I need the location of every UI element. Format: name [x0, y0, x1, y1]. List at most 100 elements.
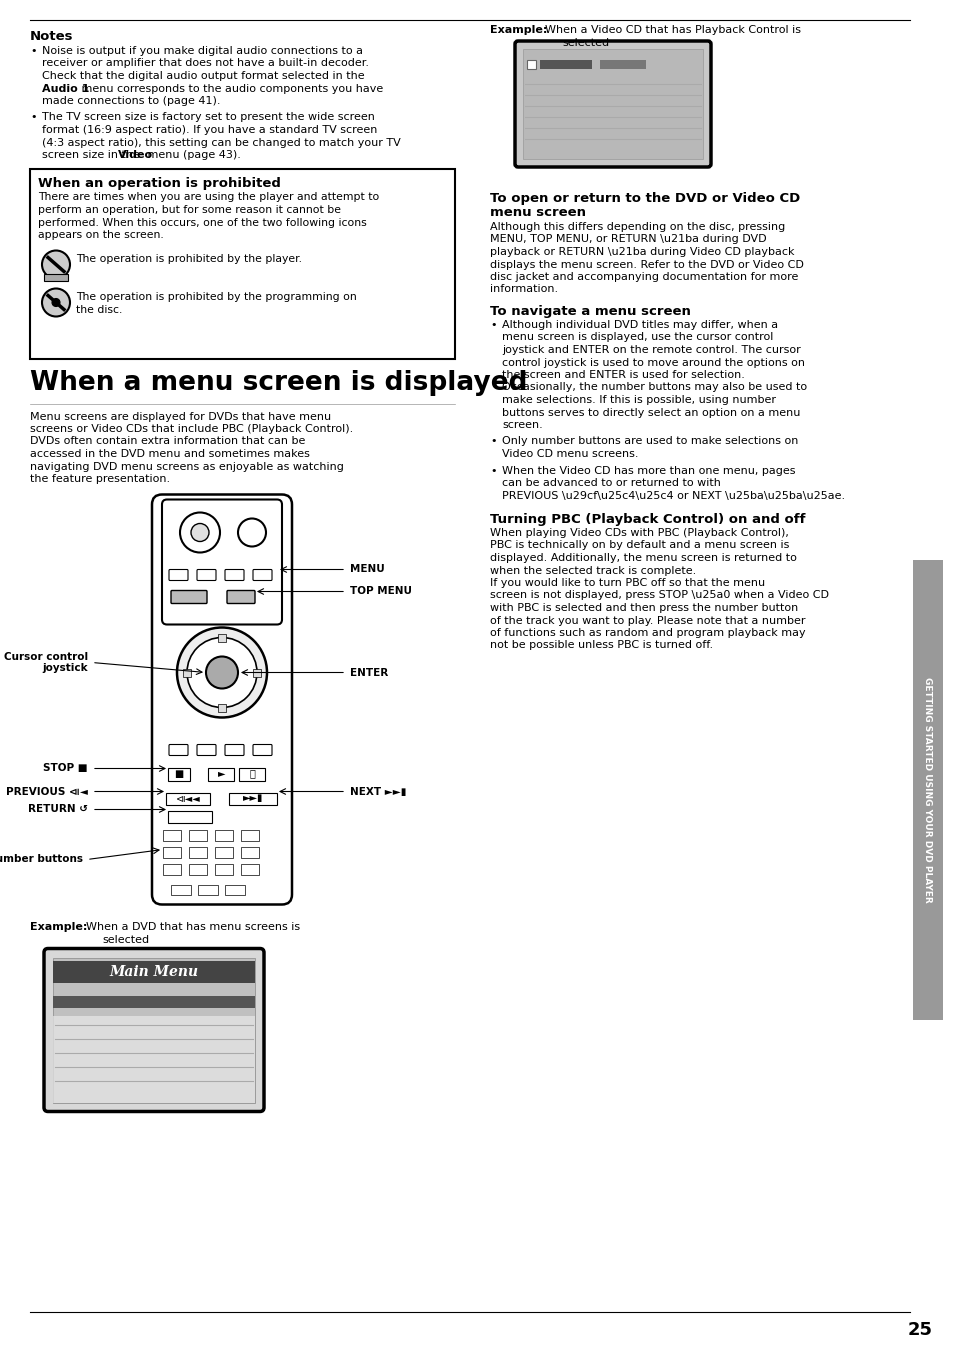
- Text: screen is not displayed, press STOP \u25a0 when a Video CD: screen is not displayed, press STOP \u25…: [490, 590, 828, 601]
- FancyBboxPatch shape: [168, 767, 190, 781]
- Text: When a menu screen is displayed: When a menu screen is displayed: [30, 370, 527, 396]
- Text: •: •: [490, 320, 496, 330]
- Circle shape: [52, 298, 60, 306]
- Text: Check that the digital audio output format selected in the: Check that the digital audio output form…: [42, 71, 364, 81]
- Text: disc jacket and accompanying documentation for more: disc jacket and accompanying documentati…: [490, 273, 798, 282]
- FancyBboxPatch shape: [196, 744, 215, 755]
- Bar: [214, 864, 233, 875]
- FancyBboxPatch shape: [196, 570, 215, 580]
- Text: Example:: Example:: [490, 24, 547, 35]
- Text: appears on the screen.: appears on the screen.: [38, 231, 164, 240]
- Bar: [30, 168, 455, 358]
- FancyBboxPatch shape: [229, 792, 276, 804]
- Text: MENU: MENU: [350, 564, 384, 575]
- Bar: [53, 957, 254, 1102]
- Text: ⏸: ⏸: [249, 769, 254, 778]
- Text: ⧏◄◄: ⧏◄◄: [175, 793, 200, 804]
- Text: ►: ►: [218, 769, 226, 778]
- Text: To open or return to the DVD or Video CD: To open or return to the DVD or Video CD: [490, 193, 800, 205]
- Text: navigating DVD menu screens as enjoyable as watching: navigating DVD menu screens as enjoyable…: [30, 461, 343, 472]
- Text: menu screen: menu screen: [490, 206, 585, 220]
- Bar: [189, 830, 207, 841]
- Text: can be advanced to or returned to with: can be advanced to or returned to with: [501, 479, 720, 488]
- Text: selected: selected: [102, 936, 149, 945]
- Text: Occasionally, the number buttons may also be used to: Occasionally, the number buttons may als…: [501, 382, 806, 392]
- Bar: [599, 60, 645, 69]
- Bar: [218, 704, 226, 712]
- Text: screen.: screen.: [501, 420, 542, 430]
- Circle shape: [42, 251, 70, 278]
- Text: 25: 25: [906, 1321, 931, 1338]
- Text: Main Menu: Main Menu: [110, 965, 198, 979]
- Text: When playing Video CDs with PBC (Playback Control),: When playing Video CDs with PBC (Playbac…: [490, 527, 788, 538]
- FancyBboxPatch shape: [169, 570, 188, 580]
- Text: perform an operation, but for some reason it cannot be: perform an operation, but for some reaso…: [38, 205, 340, 216]
- Text: screen size in the: screen size in the: [42, 151, 143, 160]
- Text: Menu screens are displayed for DVDs that have menu: Menu screens are displayed for DVDs that…: [30, 411, 331, 422]
- Text: Turning PBC (Playback Control) on and off: Turning PBC (Playback Control) on and of…: [490, 513, 804, 526]
- Text: playback or RETURN \u21ba during Video CD playback: playback or RETURN \u21ba during Video C…: [490, 247, 794, 258]
- Text: •: •: [490, 437, 496, 446]
- Text: ►►▮: ►►▮: [243, 793, 263, 804]
- Text: STOP ■: STOP ■: [44, 763, 88, 773]
- FancyBboxPatch shape: [225, 570, 244, 580]
- Circle shape: [237, 518, 266, 546]
- Bar: [189, 864, 207, 875]
- Text: If you would like to turn PBC off so that the menu: If you would like to turn PBC off so tha…: [490, 578, 764, 589]
- FancyBboxPatch shape: [253, 570, 272, 580]
- Bar: [163, 864, 181, 875]
- Text: (4:3 aspect ratio), this setting can be changed to match your TV: (4:3 aspect ratio), this setting can be …: [42, 137, 400, 148]
- Text: format (16:9 aspect ratio). If you have a standard TV screen: format (16:9 aspect ratio). If you have …: [42, 125, 377, 136]
- Text: menu corresponds to the audio components you have: menu corresponds to the audio components…: [78, 84, 383, 94]
- Text: ENTER: ENTER: [350, 667, 388, 678]
- Circle shape: [206, 656, 237, 689]
- Text: Only number buttons are used to make selections on: Only number buttons are used to make sel…: [501, 437, 798, 446]
- Bar: [214, 830, 233, 841]
- Text: RETURN ↺: RETURN ↺: [28, 804, 88, 815]
- Text: The operation is prohibited by the player.: The operation is prohibited by the playe…: [76, 255, 302, 264]
- Bar: [198, 884, 218, 895]
- Text: •: •: [30, 113, 36, 122]
- Text: control joystick is used to move around the options on: control joystick is used to move around …: [501, 358, 804, 367]
- Text: receiver or amplifier that does not have a built-in decoder.: receiver or amplifier that does not have…: [42, 58, 369, 69]
- Circle shape: [42, 289, 70, 316]
- Text: menu (page 43).: menu (page 43).: [144, 151, 240, 160]
- Text: PREVIOUS \u29cf\u25c4\u25c4 or NEXT \u25ba\u25ba\u25ae.: PREVIOUS \u29cf\u25c4\u25c4 or NEXT \u25…: [501, 491, 844, 500]
- Text: DVDs often contain extra information that can be: DVDs often contain extra information tha…: [30, 437, 305, 446]
- Circle shape: [177, 628, 267, 717]
- Text: Audio 1: Audio 1: [42, 84, 90, 94]
- Bar: [183, 669, 191, 677]
- Text: accessed in the DVD menu and sometimes makes: accessed in the DVD menu and sometimes m…: [30, 449, 310, 458]
- Bar: [53, 1016, 254, 1102]
- Text: Notes: Notes: [30, 30, 73, 43]
- Text: MENU, TOP MENU, or RETURN \u21ba during DVD: MENU, TOP MENU, or RETURN \u21ba during …: [490, 235, 766, 244]
- Text: selected: selected: [561, 38, 608, 47]
- Circle shape: [191, 523, 209, 541]
- Bar: [44, 274, 68, 281]
- Text: of functions such as random and program playback may: of functions such as random and program …: [490, 628, 804, 639]
- Bar: [912, 560, 942, 1020]
- Text: when the selected track is complete.: when the selected track is complete.: [490, 565, 696, 575]
- Text: made connections to (page 41).: made connections to (page 41).: [42, 96, 220, 106]
- Text: joystick and ENTER on the remote control. The cursor: joystick and ENTER on the remote control…: [501, 344, 800, 355]
- Text: Although this differs depending on the disc, pressing: Although this differs depending on the d…: [490, 222, 784, 232]
- FancyBboxPatch shape: [515, 41, 710, 167]
- Bar: [539, 60, 592, 69]
- Text: GETTING STARTED USING YOUR DVD PLAYER: GETTING STARTED USING YOUR DVD PLAYER: [923, 677, 931, 903]
- Text: Video CD menu screens.: Video CD menu screens.: [501, 449, 638, 458]
- Text: menu screen is displayed, use the cursor control: menu screen is displayed, use the cursor…: [501, 332, 773, 343]
- Text: ■: ■: [174, 769, 183, 778]
- Text: NEXT ►►▮: NEXT ►►▮: [350, 786, 406, 796]
- Text: •: •: [490, 465, 496, 476]
- Text: The operation is prohibited by the programming on: The operation is prohibited by the progr…: [76, 293, 356, 302]
- Text: displayed. Additionally, the menu screen is returned to: displayed. Additionally, the menu screen…: [490, 553, 796, 563]
- FancyBboxPatch shape: [239, 767, 265, 781]
- Circle shape: [180, 513, 220, 552]
- Text: To navigate a menu screen: To navigate a menu screen: [490, 305, 690, 319]
- Bar: [225, 884, 245, 895]
- Text: •: •: [30, 46, 36, 56]
- Bar: [163, 846, 181, 857]
- Bar: [241, 846, 258, 857]
- Text: The TV screen size is factory set to present the wide screen: The TV screen size is factory set to pre…: [42, 113, 375, 122]
- Bar: [241, 830, 258, 841]
